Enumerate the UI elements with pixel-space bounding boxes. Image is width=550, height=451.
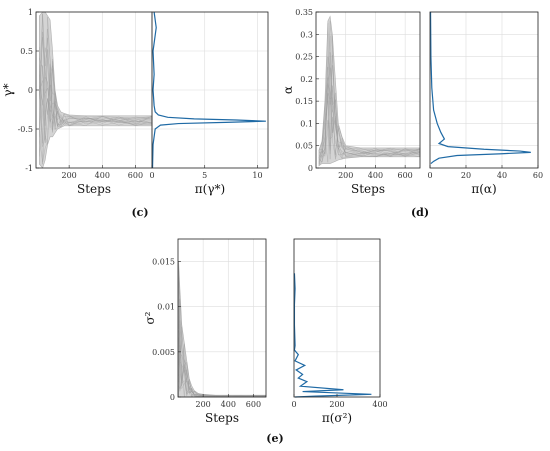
panel-label-d: (d)	[411, 206, 429, 219]
e-trace-xtick-label-2: 600	[246, 400, 261, 409]
d-trace-trace-line-7	[318, 35, 421, 164]
c-density-frame	[151, 11, 269, 169]
d-trace-frame	[315, 11, 421, 169]
d-trace-ytick-label-6: 0.3	[300, 30, 313, 39]
d-trace-ylabel: α	[281, 86, 295, 94]
d-trace-xtick-label-0: 200	[338, 171, 353, 180]
d-density-xtick-label-3: 60	[533, 171, 543, 180]
d-density-density-line-0	[429, 11, 531, 165]
e-trace-trace-line-11	[178, 298, 267, 397]
c-trace-xtick-label-0: 200	[62, 171, 77, 180]
e-trace-trace-band-0	[178, 261, 267, 398]
e-trace-trace-line-13	[178, 262, 267, 398]
c-trace-ytick-label-3: 0.5	[20, 47, 33, 56]
d-density-xlabel: π(α)	[471, 182, 496, 196]
e-density-xlabel: π(σ²)	[322, 411, 352, 425]
d-density-frame	[429, 11, 539, 169]
e-trace-frame	[177, 238, 267, 398]
c-trace-ytick-label-2: 0	[28, 86, 33, 95]
c-trace-xtick-label-2: 600	[128, 171, 143, 180]
c-trace-trace-line-7	[39, 65, 153, 163]
c-density-xtick-label-1: 5	[202, 171, 207, 180]
c-trace-xlabel: Steps	[77, 182, 111, 196]
e-trace-ytick-label-1: 0.005	[152, 348, 175, 357]
e-trace-xtick-label-0: 200	[196, 400, 211, 409]
c-trace-trace-line-9	[39, 57, 153, 130]
d-trace-trace-line-10	[318, 85, 421, 165]
c-trace-trace-line-13	[39, 49, 153, 137]
e-density-xtick-label-2: 400	[372, 400, 387, 409]
c-trace-ytick-label-4: 1	[28, 8, 33, 17]
panel-label-c: (c)	[131, 206, 148, 219]
c-trace-xtick-label-1: 400	[95, 171, 110, 180]
e-trace-trace-line-3	[178, 277, 267, 398]
d-trace-xtick-label-2: 600	[398, 171, 413, 180]
c-density-xtick-label-2: 10	[252, 171, 262, 180]
c-trace-ytick-label-0: -1	[25, 164, 33, 173]
e-trace-ytick-label-2: 0.01	[157, 303, 175, 312]
c-trace-trace-line-12	[39, 17, 153, 157]
d-trace-trace-line-11	[318, 21, 421, 159]
d-trace-ytick-label-1: 0.05	[295, 142, 313, 151]
c-trace-trace-line-0	[39, 80, 153, 144]
d-trace-ytick-label-2: 0.1	[300, 119, 313, 128]
c-trace-ytick-label-1: -0.5	[18, 125, 33, 134]
c-density-xtick-label-0: 0	[149, 171, 154, 180]
e-trace-ylabel: σ²	[143, 311, 157, 324]
e-trace-xtick-label-1: 400	[221, 400, 236, 409]
e-density-xtick-label-1: 200	[329, 400, 344, 409]
d-trace-xlabel: Steps	[351, 182, 385, 196]
e-trace-xlabel: Steps	[205, 411, 239, 425]
d-trace-ytick-label-4: 0.2	[300, 75, 313, 84]
e-density-xtick-label-0: 0	[291, 400, 296, 409]
c-density-density-line-0	[151, 11, 266, 169]
d-density-xtick-label-1: 20	[461, 171, 471, 180]
d-density-xtick-label-2: 40	[497, 171, 507, 180]
e-trace-trace-line-2	[178, 306, 267, 398]
d-trace-xtick-label-1: 400	[368, 171, 383, 180]
d-density-xtick-label-0: 0	[427, 171, 432, 180]
e-trace-ytick-label-3: 0.015	[152, 258, 175, 267]
d-trace-ytick-label-5: 0.25	[295, 53, 313, 62]
c-trace-trace-line-5	[39, 81, 153, 165]
e-density-density-line-0	[293, 273, 372, 398]
panel-label-e: (e)	[266, 432, 283, 445]
d-trace-ytick-label-7: 0.35	[295, 8, 313, 17]
c-trace-ylabel: γ*	[1, 83, 15, 96]
e-trace-trace-line-4	[178, 267, 267, 397]
e-trace-trace-line-5	[178, 265, 267, 398]
d-trace-ytick-label-0: 0	[308, 164, 313, 173]
c-density-xlabel: π(γ*)	[195, 182, 225, 196]
e-trace-ytick-label-0: 0	[170, 393, 175, 402]
e-trace-trace-line-6	[178, 354, 267, 398]
d-trace-ytick-label-3: 0.15	[295, 97, 313, 106]
d-trace-trace-line-13	[318, 66, 421, 160]
